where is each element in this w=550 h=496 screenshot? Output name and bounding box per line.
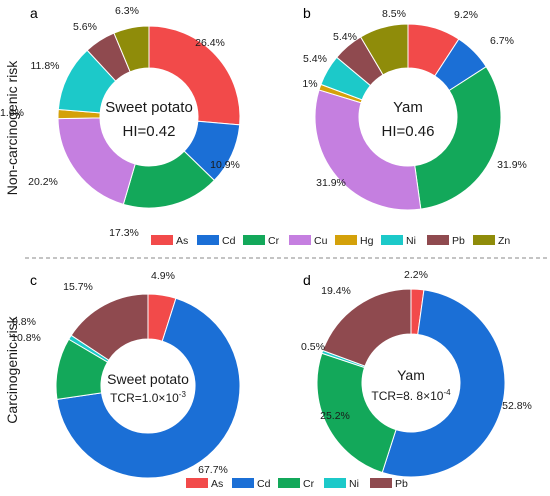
- data-label-a-hg: 1.6%: [0, 107, 24, 119]
- data-label-d-cd: 52.8%: [502, 400, 532, 412]
- center-title-d: Yam: [397, 367, 425, 383]
- legend-top-label-cd: Cd: [222, 235, 236, 247]
- legend-top-swatch-as: [151, 235, 173, 245]
- data-label-d-ni: 0.5%: [301, 341, 325, 353]
- legend-top-swatch-cu: [289, 235, 311, 245]
- panel-letter-b: b: [303, 5, 311, 21]
- legend-top-label-cr: Cr: [268, 235, 280, 247]
- legend-bottom-label-cr: Cr: [303, 478, 315, 490]
- center-value-a: HI=0.42: [123, 123, 176, 140]
- data-label-d-cr: 25.2%: [320, 410, 350, 422]
- legend-top-swatch-cd: [197, 235, 219, 245]
- slice-b-cr: [414, 65, 502, 210]
- legend-bottom-swatch-as: [186, 478, 208, 488]
- data-label-b-as: 9.2%: [454, 9, 478, 21]
- legend-bottom-label-as: As: [211, 478, 223, 490]
- data-label-b-cr: 31.9%: [497, 159, 527, 171]
- data-label-b-hg: 1%: [302, 78, 317, 90]
- slice-a-as: [148, 25, 241, 126]
- legend-top-swatch-zn: [473, 235, 495, 245]
- slice-d-cd: [381, 289, 506, 478]
- center-value-c: TCR=1.0×10-3: [110, 390, 186, 405]
- data-label-a-cr: 17.3%: [109, 227, 139, 239]
- slice-a-zn: [113, 25, 150, 73]
- legend-top: As Cd Cr Cu Hg Ni Pb Zn: [151, 235, 510, 247]
- legend-bottom-label-pb: Pb: [395, 478, 408, 490]
- legend-top-swatch-ni: [381, 235, 403, 245]
- data-label-a-as: 26.4%: [195, 37, 225, 49]
- center-value-b: HI=0.46: [382, 123, 435, 140]
- center-title-b: Yam: [393, 99, 423, 116]
- data-label-a-cu: 20.2%: [28, 176, 58, 188]
- legend-top-label-as: As: [176, 235, 188, 247]
- legend-top-label-ni: Ni: [406, 235, 416, 247]
- legend-bottom: As Cd Cr Ni Pb: [186, 478, 408, 490]
- data-label-d-as: 2.2%: [404, 269, 428, 281]
- row-label-carcinogenic: Carcinogenic risk: [4, 315, 20, 423]
- data-label-c-cr: 10.8%: [11, 332, 41, 344]
- panel-letter-c: c: [30, 272, 37, 288]
- legend-bottom-swatch-ni: [324, 478, 346, 488]
- slice-d-cr: [316, 352, 397, 474]
- legend-top-label-hg: Hg: [360, 235, 374, 247]
- data-label-b-pb: 5.4%: [333, 31, 357, 43]
- slice-c-pb: [70, 293, 149, 361]
- slice-d-pb: [322, 288, 412, 367]
- panel-letter-d: d: [303, 272, 311, 288]
- data-label-c-ni: 0.8%: [12, 316, 36, 328]
- panel-letter-a: a: [30, 5, 38, 21]
- legend-bottom-swatch-pb: [370, 478, 392, 488]
- legend-top-swatch-cr: [243, 235, 265, 245]
- legend-top-swatch-hg: [335, 235, 357, 245]
- slice-b-cu: [314, 89, 422, 211]
- donut-chart-a: 26.4% 10.9% 17.3% 20.2% 1.6% 11.8% 5.6% 6.3% Swe…: [0, 5, 241, 239]
- data-label-c-cd: 67.7%: [198, 464, 228, 476]
- data-label-b-cd: 6.7%: [490, 35, 514, 47]
- legend-bottom-label-ni: Ni: [349, 478, 359, 490]
- legend-bottom-swatch-cr: [278, 478, 300, 488]
- data-label-a-pb: 5.6%: [73, 21, 97, 33]
- center-value-d: TCR=8. 8×10-4: [371, 388, 451, 403]
- data-label-b-zn: 8.5%: [382, 8, 406, 20]
- row-label-non-carcinogenic: Non-carcinogenic risk: [4, 60, 20, 196]
- slice-c-cd: [56, 297, 241, 479]
- center-title-a: Sweet potato: [105, 99, 193, 116]
- legend-top-swatch-pb: [427, 235, 449, 245]
- donut-chart-b: 9.2% 6.7% 31.9% 31.9% 1% 5.4% 5.4% 8.5% Yam HI=0.…: [302, 8, 527, 211]
- donut-chart-c: 4.9% 67.7% 10.8% 0.8% 15.7% Sweet potato TCR=1…: [11, 270, 241, 479]
- slice-b-zn: [359, 23, 409, 76]
- data-label-b-ni: 5.4%: [303, 53, 327, 65]
- center-title-c: Sweet potato: [107, 371, 189, 387]
- data-label-a-ni: 11.8%: [31, 60, 60, 72]
- data-label-c-pb: 15.7%: [63, 281, 93, 293]
- donut-chart-d: 2.2% 52.8% 25.2% 0.5% 19.4% Yam TCR=8. 8×10-4: [301, 269, 532, 478]
- data-label-b-cu: 31.9%: [316, 177, 346, 189]
- data-label-c-as: 4.9%: [151, 270, 175, 282]
- legend-bottom-swatch-cd: [232, 478, 254, 488]
- legend-top-label-pb: Pb: [452, 235, 465, 247]
- legend-top-label-zn: Zn: [498, 235, 510, 247]
- data-label-a-cd: 10.9%: [210, 159, 240, 171]
- legend-bottom-label-cd: Cd: [257, 478, 271, 490]
- data-label-d-pb: 19.4%: [321, 285, 351, 297]
- legend-top-label-cu: Cu: [314, 235, 328, 247]
- data-label-a-zn: 6.3%: [115, 5, 139, 17]
